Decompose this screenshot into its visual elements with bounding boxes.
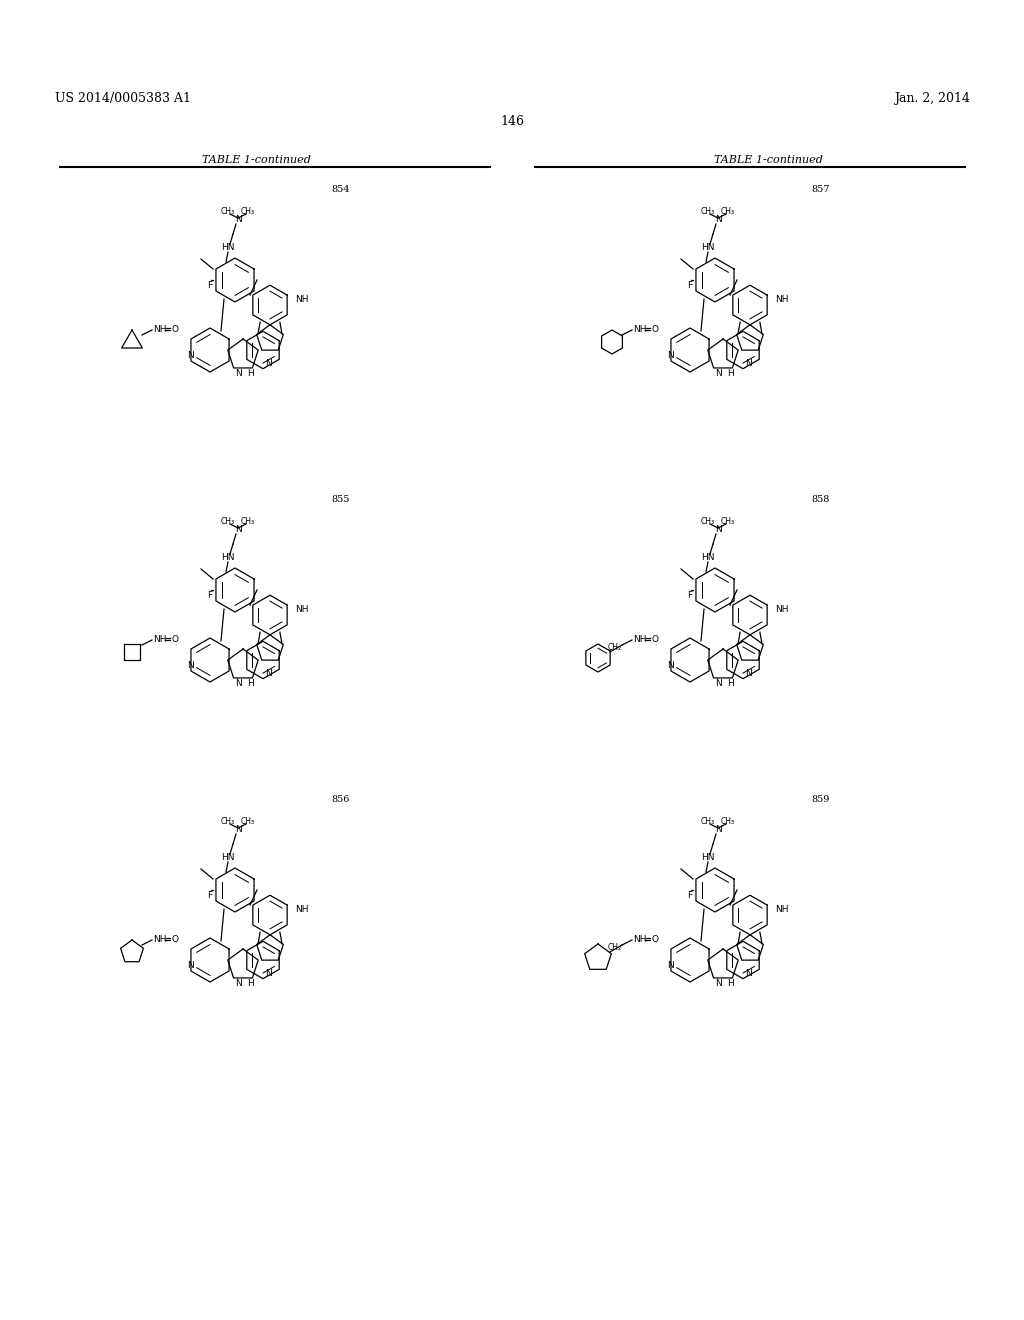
Text: N: N	[715, 368, 721, 378]
Text: HN: HN	[221, 854, 234, 862]
Text: NH: NH	[295, 906, 308, 915]
Text: CH₃: CH₃	[701, 207, 715, 216]
Text: TABLE 1-continued: TABLE 1-continued	[714, 154, 822, 165]
Text: 858: 858	[812, 495, 830, 504]
Text: NH: NH	[633, 326, 647, 334]
Text: H: H	[248, 368, 254, 378]
Text: CH₂: CH₂	[608, 644, 622, 652]
Text: N: N	[715, 525, 721, 535]
Text: F: F	[687, 281, 692, 289]
Text: N: N	[234, 525, 242, 535]
Text: H: H	[728, 978, 734, 987]
Text: NH: NH	[295, 296, 308, 305]
Text: O: O	[651, 635, 658, 644]
Text: CH₃: CH₃	[721, 817, 735, 826]
Text: CH₃: CH₃	[241, 517, 255, 527]
Text: NH: NH	[154, 326, 167, 334]
Text: O: O	[171, 635, 178, 644]
Text: NH: NH	[775, 906, 788, 915]
Text: CH₃: CH₃	[241, 817, 255, 826]
Text: CH₃: CH₃	[221, 517, 236, 527]
Text: N: N	[187, 351, 195, 359]
Text: NH: NH	[295, 606, 308, 615]
Text: HN: HN	[701, 243, 715, 252]
Text: N: N	[234, 678, 242, 688]
Text: H: H	[248, 678, 254, 688]
Text: 857: 857	[811, 185, 830, 194]
Text: HN: HN	[221, 553, 234, 562]
Text: 856: 856	[332, 795, 350, 804]
Text: N: N	[234, 368, 242, 378]
Text: CH₃: CH₃	[221, 817, 236, 826]
Text: NH: NH	[154, 635, 167, 644]
Text: H: H	[728, 368, 734, 378]
Text: NH: NH	[154, 936, 167, 945]
Text: CH₂: CH₂	[608, 944, 622, 953]
Text: NH: NH	[633, 635, 647, 644]
Text: N: N	[668, 961, 675, 969]
Text: O: O	[171, 326, 178, 334]
Text: N: N	[187, 660, 195, 669]
Text: O: O	[651, 936, 658, 945]
Text: N: N	[264, 669, 271, 678]
Text: N: N	[668, 660, 675, 669]
Text: N: N	[234, 215, 242, 224]
Text: 146: 146	[500, 115, 524, 128]
Text: F: F	[687, 891, 692, 899]
Text: N: N	[187, 961, 195, 969]
Text: N: N	[744, 669, 752, 678]
Text: F: F	[208, 281, 213, 289]
Text: HN: HN	[701, 854, 715, 862]
Text: CH₃: CH₃	[701, 817, 715, 826]
Text: 855: 855	[332, 495, 350, 504]
Text: N: N	[744, 359, 752, 368]
Text: NH: NH	[633, 936, 647, 945]
Text: F: F	[208, 891, 213, 899]
Text: N: N	[715, 825, 721, 834]
Text: NH: NH	[775, 606, 788, 615]
Text: CH₃: CH₃	[221, 207, 236, 216]
Text: N: N	[264, 969, 271, 978]
Text: O: O	[651, 326, 658, 334]
Text: N: N	[744, 969, 752, 978]
Text: CH₃: CH₃	[701, 517, 715, 527]
Text: F: F	[208, 590, 213, 599]
Text: H: H	[728, 678, 734, 688]
Text: N: N	[715, 215, 721, 224]
Text: N: N	[668, 351, 675, 359]
Text: NH: NH	[775, 296, 788, 305]
Text: 859: 859	[812, 795, 830, 804]
Text: N: N	[234, 825, 242, 834]
Text: 854: 854	[332, 185, 350, 194]
Text: TABLE 1-continued: TABLE 1-continued	[202, 154, 310, 165]
Text: US 2014/0005383 A1: US 2014/0005383 A1	[55, 92, 191, 106]
Text: CH₃: CH₃	[721, 517, 735, 527]
Text: F: F	[687, 590, 692, 599]
Text: HN: HN	[701, 553, 715, 562]
Text: N: N	[715, 678, 721, 688]
Text: N: N	[234, 978, 242, 987]
Text: Jan. 2, 2014: Jan. 2, 2014	[894, 92, 970, 106]
Text: CH₃: CH₃	[241, 207, 255, 216]
Text: CH₃: CH₃	[721, 207, 735, 216]
Text: O: O	[171, 936, 178, 945]
Text: N: N	[264, 359, 271, 368]
Text: N: N	[715, 978, 721, 987]
Text: HN: HN	[221, 243, 234, 252]
Text: H: H	[248, 978, 254, 987]
